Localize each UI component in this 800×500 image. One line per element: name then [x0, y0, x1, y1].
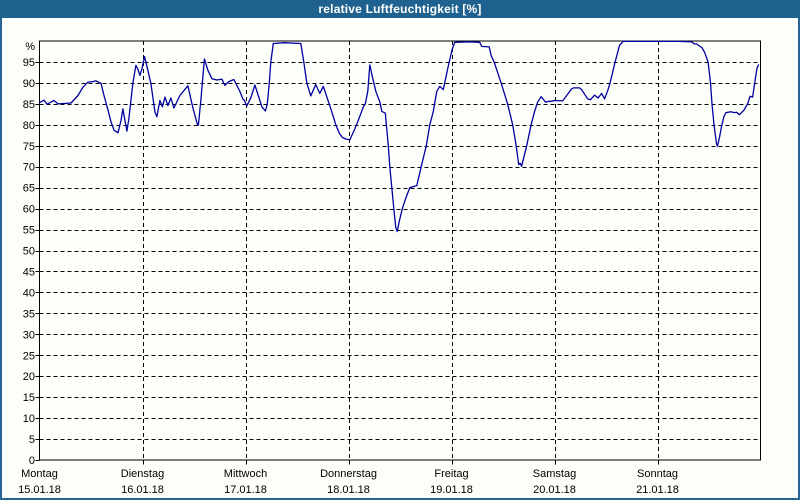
y-tick-label: 25 — [23, 350, 35, 362]
x-day-label: Samstag — [533, 468, 576, 480]
x-date-label: 20.01.18 — [533, 484, 576, 496]
y-tick-label: 0 — [29, 455, 35, 467]
x-day-label: Sonntag — [637, 468, 678, 480]
x-date-label: 15.01.18 — [18, 484, 61, 496]
x-day-label: Montag — [21, 468, 58, 480]
y-tick-label: 10 — [23, 413, 35, 425]
x-axis-ticks — [143, 460, 659, 465]
y-tick-label: 40 — [23, 287, 35, 299]
y-tick-label: 85 — [23, 99, 35, 111]
x-day-label: Donnerstag — [320, 468, 377, 480]
y-tick-label: 95 — [23, 57, 35, 69]
chart-title: relative Luftfeuchtigkeit [%] — [318, 2, 482, 16]
x-day-label: Freitag — [434, 468, 468, 480]
x-date-label: 17.01.18 — [224, 484, 267, 496]
y-tick-label: 35 — [23, 308, 35, 320]
y-tick-label: 20 — [23, 371, 35, 383]
y-tick-label: 5 — [29, 434, 35, 446]
humidity-line — [38, 40, 760, 233]
y-tick-label: 30 — [23, 329, 35, 341]
window-border — [0, 18, 800, 500]
x-date-label: 19.01.18 — [430, 484, 473, 496]
y-tick-label: 65 — [23, 183, 35, 195]
plot-area: 0 5 10 15 20 25 30 35 40 45 50 55 60 65 70 75 80 85 90 95% M… — [0, 18, 800, 500]
x-axis-labels: Montag 15.01.18 Dienstag 16.01.18 Mittwoch 17… — [18, 468, 679, 496]
y-gridlines — [39, 62, 761, 440]
y-tick-label: 45 — [23, 266, 35, 278]
y-tick-label: 50 — [23, 246, 35, 258]
plot-frame — [39, 40, 761, 461]
humidity-chart: 0 5 10 15 20 25 30 35 40 45 50 55 60 65 70 75 80 85 90 95% M… — [0, 18, 800, 500]
y-axis-ticks — [35, 62, 40, 461]
x-date-label: 16.01.18 — [121, 484, 164, 496]
x-date-label: 18.01.18 — [327, 484, 370, 496]
x-day-label: Dienstag — [121, 468, 164, 480]
y-axis-labels: 0 5 10 15 20 25 30 35 40 45 50 55 60 65 70 75 80 85 90 95% — [23, 41, 35, 467]
y-tick-label: 60 — [23, 204, 35, 216]
y-axis-unit-label: % — [25, 41, 35, 53]
y-tick-label: 90 — [23, 78, 35, 90]
title-bar: relative Luftfeuchtigkeit [%] — [0, 0, 800, 18]
y-tick-label: 55 — [23, 225, 35, 237]
y-tick-label: 15 — [23, 392, 35, 404]
x-date-label: 21.01.18 — [636, 484, 679, 496]
y-tick-label: 70 — [23, 162, 35, 174]
x-day-label: Mittwoch — [224, 468, 267, 480]
y-tick-label: 75 — [23, 141, 35, 153]
y-tick-label: 80 — [23, 120, 35, 132]
